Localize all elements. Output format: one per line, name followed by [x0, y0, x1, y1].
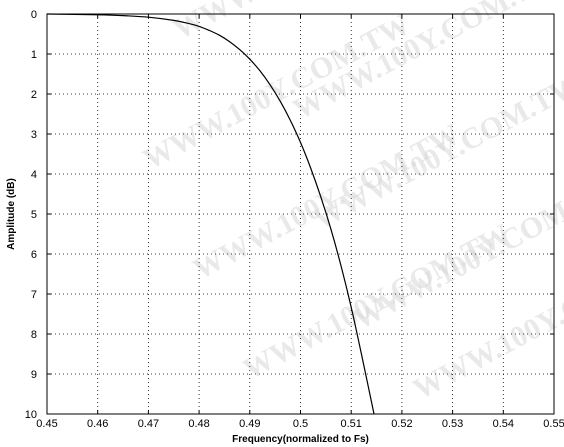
x-tick-label: 0.51	[340, 418, 361, 430]
x-tick-label: 0.47	[138, 418, 159, 430]
x-tick-label: 0.5	[293, 418, 308, 430]
x-tick-label: 0.53	[442, 418, 463, 430]
y-tick-label: 9	[31, 369, 37, 381]
y-tick-label: 8	[31, 329, 37, 341]
y-tick-label: 6	[31, 249, 37, 261]
x-tick-label: 0.49	[239, 418, 260, 430]
x-tick-label: 0.55	[543, 418, 564, 430]
y-tick-label: 1	[31, 49, 37, 61]
x-tick-label: 0.54	[493, 418, 514, 430]
y-tick-label: 7	[31, 289, 37, 301]
y-axis-label: Amplitude (dB)	[6, 178, 17, 250]
x-tick-label: 0.52	[391, 418, 412, 430]
y-tick-label: 4	[31, 169, 37, 181]
y-tick-label: 0	[31, 9, 37, 21]
y-tick-label: 10	[25, 409, 37, 421]
x-tick-label: 0.46	[87, 418, 108, 430]
series-layer	[46, 13, 375, 415]
y-tick-label: 5	[31, 209, 37, 221]
watermark-layer: WWW.100Y.COM.TWWWW.100Y.COM.TWWWW.100Y.C…	[138, 0, 564, 406]
x-tick-label: 0.45	[36, 418, 57, 430]
y-tick-label: 2	[31, 89, 37, 101]
grid-layer	[47, 14, 554, 414]
y-tick-label: 3	[31, 129, 37, 141]
amplitude-response-line	[46, 13, 375, 415]
x-tick-label: 0.48	[188, 418, 209, 430]
x-axis-label: Frequency(normalized to Fs)	[232, 434, 369, 445]
ticks-layer: 0.45 0.46 0.47 0.48 0.49 0.5 0.51 0.52 0.53 0.54 0…	[25, 9, 564, 430]
